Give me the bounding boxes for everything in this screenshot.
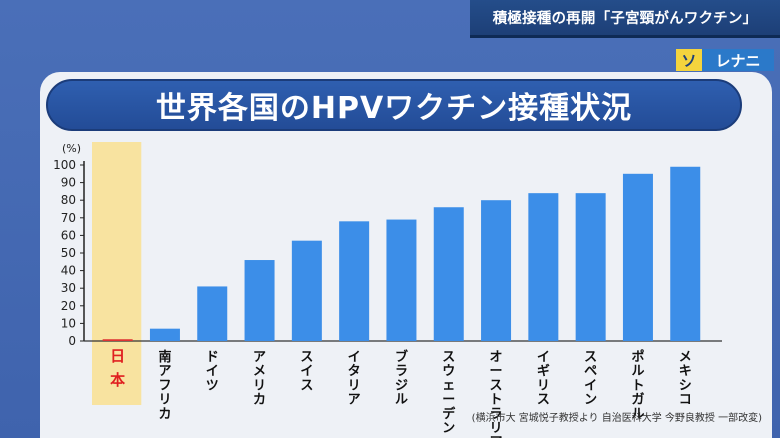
bar-オーストラリア — [481, 200, 512, 341]
bar-スイス — [291, 240, 322, 341]
program-badge: ソ レナニ — [676, 49, 774, 71]
category-label: ブラジル — [395, 349, 408, 408]
category-label: イタリア — [348, 350, 361, 408]
category-label: ポルトガル — [631, 349, 644, 422]
bar-メキシコ — [670, 166, 701, 341]
y-tick-label: 50 — [61, 246, 76, 260]
y-tick-label: 0 — [68, 334, 76, 348]
y-tick-label: 70 — [61, 211, 76, 225]
category-label: スペイン — [584, 350, 597, 408]
category-label: メキシコ — [679, 350, 692, 408]
badge-part2: レナニ — [702, 49, 774, 71]
y-tick-label: 100 — [53, 158, 76, 172]
bar-イタリア — [339, 221, 370, 341]
bar-スペイン — [575, 193, 606, 341]
y-tick-label: 30 — [61, 281, 76, 295]
japan-highlight-band — [92, 142, 142, 405]
y-tick-label: 80 — [61, 193, 76, 207]
bar-日本 — [102, 339, 133, 341]
badge-part1: ソ — [676, 49, 702, 71]
y-tick-label: 40 — [61, 264, 76, 278]
bar-アメリカ — [244, 260, 275, 341]
y-tick-label: 10 — [61, 316, 76, 330]
y-tick-label: 20 — [61, 299, 76, 313]
category-label: ドイツ — [206, 350, 219, 393]
category-label: オーストラリア — [490, 350, 503, 438]
bar-イギリス — [528, 193, 559, 341]
category-label: 日本 — [110, 347, 125, 389]
category-label: 南アフリカ — [158, 349, 171, 422]
source-note: (横浜市大 宮城悦子教授より 自治医科大学 今野良教授 一部改変) — [471, 413, 762, 424]
bar-ブラジル — [386, 219, 417, 341]
category-label: スウェーデン — [442, 350, 456, 436]
y-axis-unit-label: (%) — [62, 142, 81, 155]
topic-banner: 積極接種の再開「子宮頸がんワクチン」 — [470, 0, 780, 38]
bar-南アフリカ — [149, 328, 180, 341]
bar-ドイツ — [197, 286, 228, 341]
bar-スウェーデン — [433, 207, 464, 341]
y-tick-label: 60 — [61, 228, 76, 242]
bar-ポルトガル — [622, 173, 653, 341]
y-tick-label: 90 — [61, 176, 76, 190]
category-label: スイス — [300, 350, 313, 393]
category-label: イギリス — [537, 350, 550, 408]
chart-title: 世界各国のHPVワクチン接種状況 — [46, 79, 742, 131]
category-label: アメリカ — [253, 350, 266, 408]
